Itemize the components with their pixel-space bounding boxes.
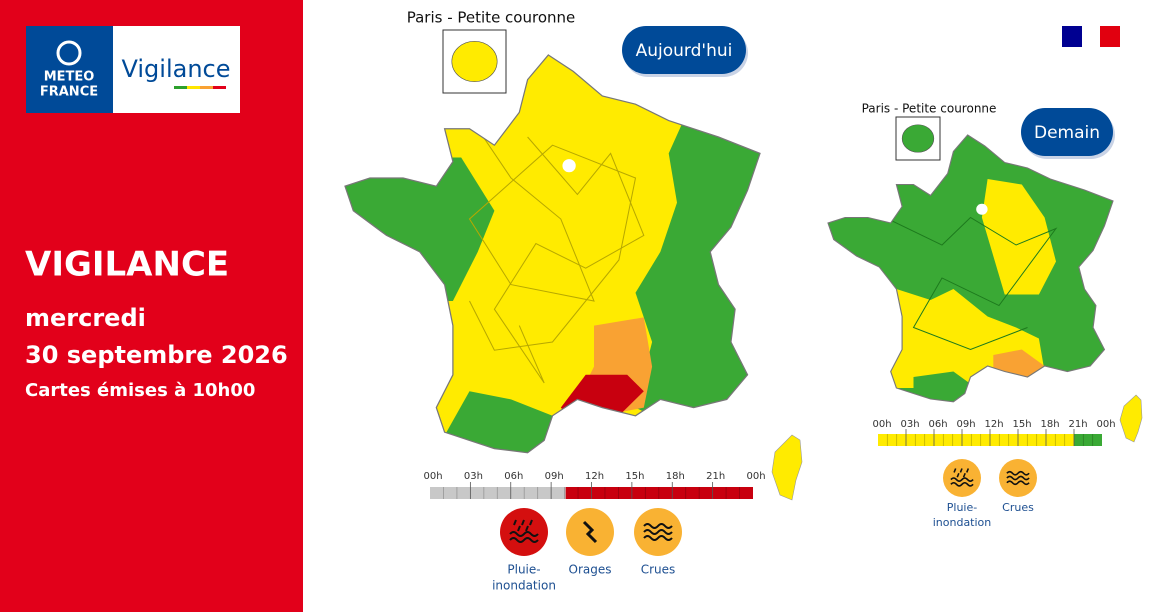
wave <box>643 535 673 541</box>
hour-label: 06h <box>504 471 523 482</box>
hazard-symbol <box>582 520 598 544</box>
timeline-segment <box>878 434 1074 446</box>
zone-orange <box>993 349 1045 377</box>
map-today <box>344 54 761 454</box>
headline-day: mercredi <box>25 304 146 332</box>
hour-label: 12h <box>984 419 1003 430</box>
inset-label: Paris - Petite couronne <box>407 9 576 27</box>
paris <box>976 203 988 215</box>
wave <box>950 477 974 482</box>
headline-title: VIGILANCE <box>25 245 229 285</box>
hour-label: 06h <box>928 419 947 430</box>
timeline-segment <box>430 487 566 499</box>
paris <box>562 159 576 173</box>
logo-brand: FRANCE <box>40 85 98 100</box>
logo-product: Vigilance <box>121 55 230 83</box>
hazard-label: Pluie- <box>507 563 540 577</box>
hour-label: 18h <box>1040 419 1059 430</box>
hour-label: 21h <box>1068 419 1087 430</box>
flag <box>1062 26 1082 47</box>
wave <box>643 523 673 529</box>
hazard-symbol <box>509 519 539 543</box>
day-pill <box>1021 108 1113 156</box>
zone-green <box>635 116 761 453</box>
hour-label: 00h <box>872 419 891 430</box>
wave <box>643 529 673 535</box>
hazard-label: Crues <box>641 563 676 577</box>
hour-label: 00h <box>423 471 442 482</box>
boundaries <box>493 136 645 384</box>
hour-label: 00h <box>1096 419 1115 430</box>
hour-label: 09h <box>545 471 564 482</box>
hour-label: 09h <box>956 419 975 430</box>
logo-mark <box>26 26 113 113</box>
flag <box>1100 26 1120 47</box>
inset-label: Paris - Petite couronne <box>862 102 997 116</box>
boundaries <box>460 103 637 351</box>
hazard-icon <box>500 508 548 556</box>
outline <box>827 134 1114 403</box>
hour-label: 03h <box>464 471 483 482</box>
hazard-label: Orages <box>569 563 612 577</box>
hazard-label: Pluie- <box>947 501 977 514</box>
wave <box>1006 475 1030 481</box>
hazard-label: inondation <box>933 516 992 529</box>
hazard-symbol <box>1006 470 1030 486</box>
map-tomorrow <box>827 134 1114 403</box>
hazard-label: inondation <box>492 579 556 593</box>
wave <box>1006 480 1030 486</box>
headline-issued: Cartes émises à 10h00 <box>25 380 255 401</box>
logo-bar <box>213 86 226 89</box>
logo-icon <box>56 40 82 66</box>
hazard-symbol <box>643 523 673 541</box>
inset-map <box>901 124 935 153</box>
hazard-icon <box>943 459 981 497</box>
wave <box>950 481 974 487</box>
hour-label: 00h <box>746 471 765 482</box>
lightning <box>582 520 598 544</box>
logo-bar <box>187 86 200 89</box>
logo-bar <box>174 86 187 89</box>
hour-label: 12h <box>585 471 604 482</box>
outline <box>344 54 761 454</box>
timeline-segment <box>565 487 753 499</box>
boundaries <box>884 216 1058 351</box>
day-label: Demain <box>1034 123 1100 143</box>
inset-map <box>451 41 498 82</box>
logo-bar <box>200 86 213 89</box>
drops <box>513 519 533 532</box>
flag <box>1082 26 1100 47</box>
hazard-label: Crues <box>1002 501 1034 514</box>
corsica <box>771 434 803 501</box>
hour-label: 21h <box>706 471 725 482</box>
wave <box>1006 470 1030 476</box>
headline-date: 30 septembre 2026 <box>25 341 288 369</box>
hour-label: 15h <box>625 471 644 482</box>
timeline-segment <box>1074 434 1102 446</box>
hazard-symbol <box>950 468 974 487</box>
drops <box>953 468 970 478</box>
hour-label: 15h <box>1012 419 1031 430</box>
day-label: Aujourd'hui <box>636 41 733 61</box>
hour-label: 03h <box>900 419 919 430</box>
day-pill <box>622 26 746 74</box>
hour-label: 18h <box>666 471 685 482</box>
wave <box>509 537 539 543</box>
logo-brand: METEO <box>44 70 95 85</box>
zone-yellow <box>981 179 1056 295</box>
wave <box>509 531 539 537</box>
corsica <box>1119 394 1143 443</box>
